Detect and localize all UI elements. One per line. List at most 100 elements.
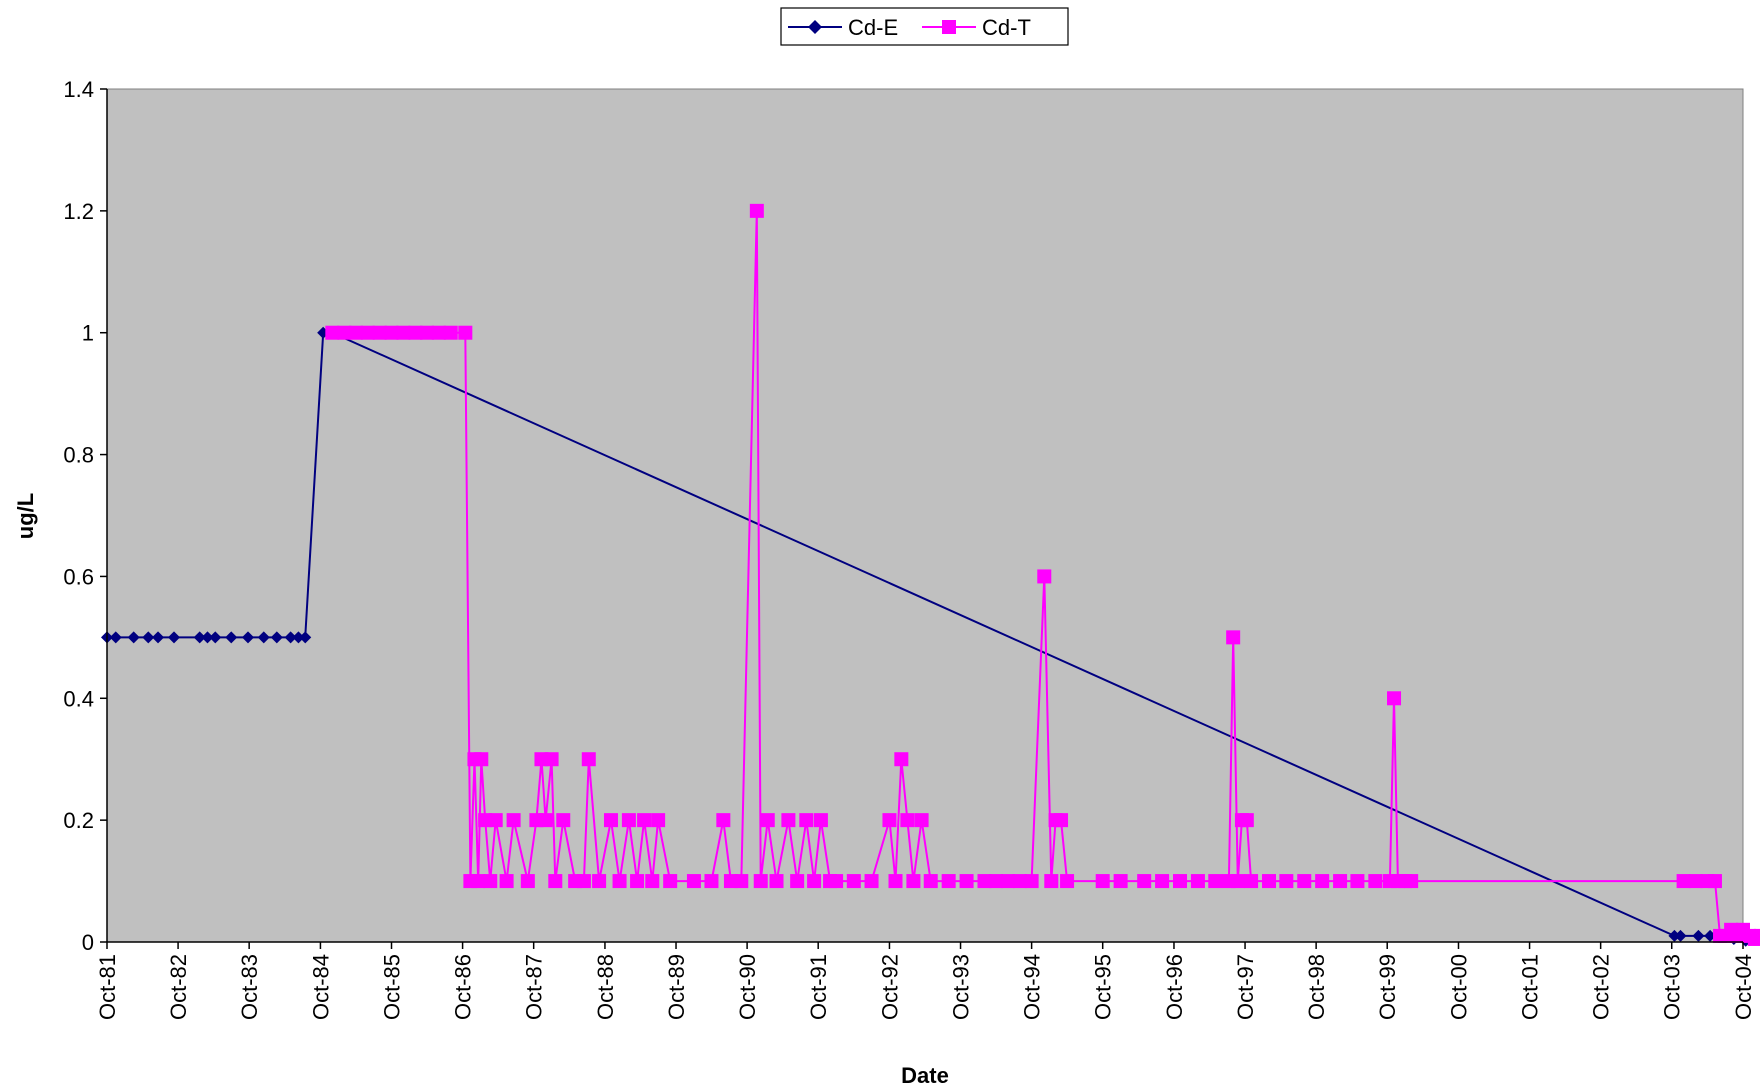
data-point-cd-t	[556, 813, 571, 828]
data-point-cd-t	[443, 325, 458, 340]
x-tick-label: Oct-81	[95, 954, 120, 1020]
data-point-cd-t	[813, 813, 828, 828]
data-point-cd-e	[142, 631, 155, 644]
data-point-cd-e	[241, 631, 254, 644]
data-point-cd-t	[846, 874, 861, 889]
data-point-cd-t	[325, 325, 340, 340]
data-point-cd-t	[637, 813, 652, 828]
data-point-cd-e	[257, 631, 270, 644]
data-point-cd-t	[488, 813, 503, 828]
x-tick-label: Oct-04	[1731, 954, 1756, 1020]
x-tick-label: Oct-84	[308, 954, 333, 1020]
x-tick-label: Oct-96	[1162, 954, 1187, 1020]
data-point-cd-t	[1279, 874, 1294, 889]
data-point-cd-t	[1368, 874, 1383, 889]
y-tick-label: 0.2	[63, 808, 94, 833]
y-tick-label: 0.4	[63, 686, 94, 711]
x-tick-label: Oct-82	[166, 954, 191, 1020]
data-point-cd-t	[384, 325, 399, 340]
data-point-cd-t	[749, 203, 764, 218]
data-point-cd-e	[1674, 929, 1687, 942]
data-point-cd-e	[299, 631, 312, 644]
y-tick-label: 1.4	[63, 77, 94, 102]
data-point-cd-t	[506, 813, 521, 828]
x-tick-label: Oct-87	[522, 954, 547, 1020]
data-point-cd-t	[1350, 874, 1365, 889]
data-point-cd-e	[225, 631, 238, 644]
data-point-cd-t	[1707, 874, 1722, 889]
x-tick-label: Oct-91	[806, 954, 831, 1020]
data-point-cd-t	[348, 325, 363, 340]
data-point-cd-t	[603, 813, 618, 828]
x-tick-label: Oct-83	[237, 954, 262, 1020]
data-point-cd-t	[1297, 874, 1312, 889]
x-tick-label: Oct-90	[735, 954, 760, 1020]
data-point-cd-t	[1688, 874, 1703, 889]
x-tick-label: Oct-85	[380, 954, 405, 1020]
y-tick-label: 0.8	[63, 443, 94, 468]
data-point-cd-t	[988, 874, 1003, 889]
data-point-cd-t	[900, 813, 915, 828]
x-tick-label: Oct-02	[1589, 954, 1614, 1020]
data-point-cd-e	[152, 631, 165, 644]
data-point-cd-t	[1137, 874, 1152, 889]
x-axis-title: Date	[901, 1063, 949, 1088]
data-point-cd-t	[882, 813, 897, 828]
data-point-cd-t	[1387, 691, 1402, 706]
data-point-cd-t	[1239, 813, 1254, 828]
data-point-cd-t	[704, 874, 719, 889]
data-point-cd-t	[914, 813, 929, 828]
data-point-cd-t	[1000, 874, 1015, 889]
x-tick-label: Oct-00	[1446, 954, 1471, 1020]
x-tick-label: Oct-94	[1020, 954, 1045, 1020]
y-axis-title: ug/L	[13, 493, 38, 539]
data-point-cd-t	[499, 874, 514, 889]
data-point-cd-t	[769, 874, 784, 889]
data-point-cd-t	[760, 813, 775, 828]
data-point-cd-t	[1173, 874, 1188, 889]
data-point-cd-t	[1753, 928, 1760, 943]
legend-label-cd-t: Cd-T	[982, 15, 1031, 40]
data-point-cd-t	[977, 874, 992, 889]
legend-label-cd-e: Cd-E	[848, 15, 898, 40]
data-point-cd-t	[1024, 874, 1039, 889]
data-point-cd-e	[292, 631, 305, 644]
data-point-cd-t	[906, 874, 921, 889]
data-point-cd-t	[663, 874, 678, 889]
data-point-cd-t	[923, 874, 938, 889]
data-point-cd-e	[209, 631, 222, 644]
data-point-cd-t	[1054, 813, 1069, 828]
data-point-cd-e	[201, 631, 214, 644]
data-point-cd-t	[1044, 874, 1059, 889]
data-point-cd-t	[1676, 874, 1691, 889]
x-tick-label: Oct-95	[1091, 954, 1116, 1020]
data-point-cd-t	[419, 325, 434, 340]
data-point-cd-t	[478, 813, 493, 828]
data-point-cd-t	[1095, 874, 1110, 889]
data-point-cd-t	[1190, 874, 1205, 889]
data-point-cd-t	[1230, 874, 1245, 889]
data-point-cd-t	[790, 874, 805, 889]
data-point-cd-t	[483, 874, 498, 889]
data-point-cd-t	[458, 325, 473, 340]
data-point-cd-t	[1060, 874, 1075, 889]
x-tick-label: Oct-03	[1660, 954, 1685, 1020]
data-point-cd-t	[1315, 874, 1330, 889]
data-point-cd-t	[1262, 874, 1277, 889]
data-point-cd-e	[1668, 929, 1681, 942]
data-point-cd-t	[1012, 874, 1027, 889]
x-tick-label: Oct-01	[1518, 954, 1543, 1020]
data-point-cd-t	[538, 813, 553, 828]
legend-square-icon	[942, 20, 956, 34]
data-point-cd-t	[1226, 630, 1241, 645]
data-point-cd-t	[645, 874, 660, 889]
data-point-cd-t	[408, 325, 423, 340]
data-point-cd-t	[1155, 874, 1170, 889]
data-point-cd-t	[959, 874, 974, 889]
data-point-cd-t	[1113, 874, 1128, 889]
data-point-cd-t	[360, 325, 375, 340]
data-point-cd-t	[651, 813, 666, 828]
x-tick-label: Oct-86	[451, 954, 476, 1020]
data-point-cd-t	[888, 874, 903, 889]
